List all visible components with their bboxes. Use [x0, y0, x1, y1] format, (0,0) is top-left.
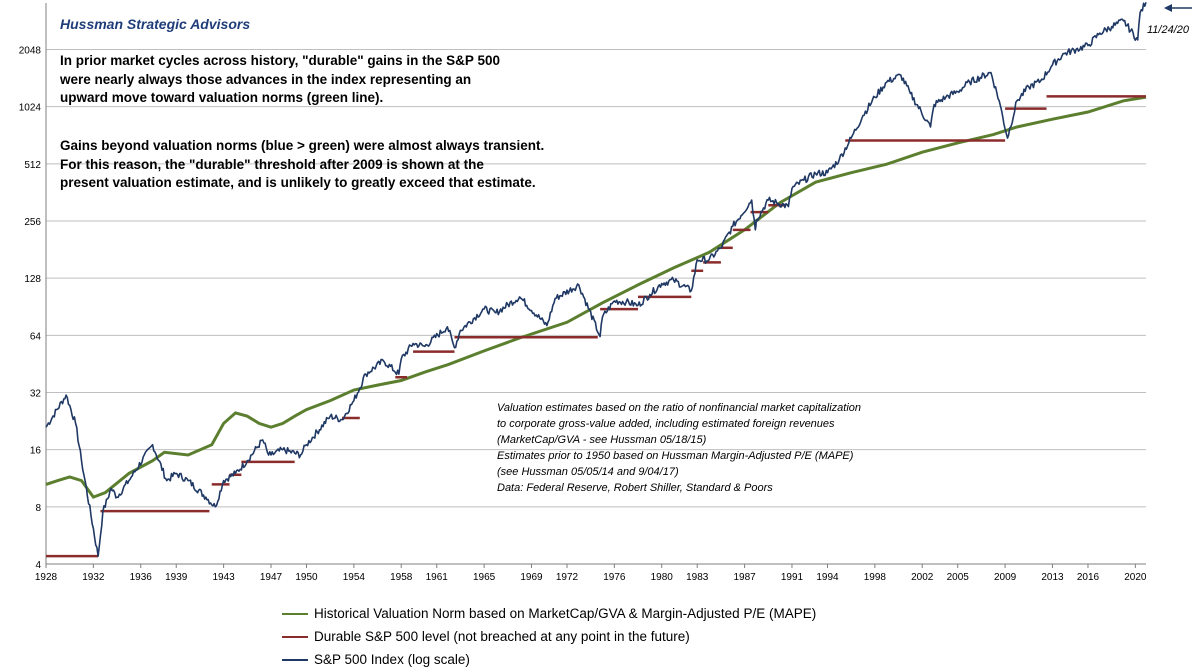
y-tick-label: 32 — [30, 389, 42, 400]
legend-item-durable: Durable S&P 500 level (not breached at a… — [282, 625, 816, 648]
legend-label: S&P 500 Index (log scale) — [314, 652, 470, 667]
callout-line: present valuation estimate, and is unlik… — [60, 175, 536, 190]
x-tick-label: 1987 — [733, 572, 756, 583]
x-tick-label: 2002 — [911, 572, 934, 583]
legend-swatch — [282, 635, 308, 638]
sp500-index-line — [45, 2, 1147, 557]
x-tick-label: 2013 — [1041, 572, 1064, 583]
note-line: Valuation estimates based on the ratio o… — [497, 402, 862, 414]
callout-paragraph-1: In prior market cycles across history, "… — [60, 52, 500, 108]
x-tick-label: 1969 — [520, 572, 543, 583]
legend-swatch — [282, 612, 308, 615]
note-line: Data: Federal Reserve, Robert Shiller, S… — [497, 482, 773, 494]
x-tick-label: 1961 — [426, 572, 449, 583]
x-tick-label: 1932 — [82, 572, 105, 583]
y-tick-label: 128 — [24, 274, 41, 285]
x-tick-label: 1991 — [781, 572, 804, 583]
y-tick-label: 64 — [30, 331, 42, 342]
x-tick-label: 1939 — [165, 572, 188, 583]
x-tick-label: 2005 — [947, 572, 970, 583]
legend: Historical Valuation Norm based on Marke… — [282, 602, 816, 671]
y-tick-label: 256 — [24, 217, 41, 228]
callout-line: In prior market cycles across history, "… — [60, 53, 500, 68]
callout-paragraph-2: Gains beyond valuation norms (blue > gre… — [60, 137, 544, 193]
y-tick-label: 8 — [35, 503, 41, 514]
x-tick-label: 1983 — [686, 572, 709, 583]
callout-line: were nearly always those advances in the… — [60, 71, 472, 87]
x-tick-label: 1980 — [651, 572, 674, 583]
x-axis: 1928 1932 1936 1939 1943 1947 1950 1954 1958 1961… — [35, 564, 1147, 583]
arrow-icon — [1164, 4, 1192, 12]
callout-line: upward move toward valuation norms (gree… — [60, 90, 384, 105]
x-tick-label: 1958 — [390, 572, 413, 583]
legend-swatch — [282, 658, 308, 661]
callout-line: Gains beyond valuation norms (blue > gre… — [60, 138, 545, 153]
x-tick-label: 2009 — [994, 572, 1017, 583]
x-tick-label: 2020 — [1124, 572, 1147, 583]
note-line: Estimates prior to 1950 based on Hussman… — [497, 450, 854, 462]
legend-item-index: S&P 500 Index (log scale) — [282, 648, 816, 671]
x-tick-label: 1998 — [864, 572, 887, 583]
x-tick-label: 1947 — [260, 572, 283, 583]
y-axis: 4 8 16 32 64 128 256 512 1024 2048 — [19, 46, 42, 571]
y-tick-label: 16 — [30, 446, 42, 457]
date-annotation: 11/24/20 — [1147, 24, 1190, 36]
x-tick-label: 1965 — [473, 572, 496, 583]
y-tick-label: 4 — [35, 560, 41, 571]
note-line: to corporate gross-value added, includin… — [497, 418, 835, 430]
series-layer — [45, 2, 1147, 558]
source-notes: Valuation estimates based on the ratio o… — [497, 400, 861, 496]
legend-label: Durable S&P 500 level (not breached at a… — [314, 629, 690, 644]
legend-label: Historical Valuation Norm based on Marke… — [314, 606, 817, 621]
note-line: (MarketCap/GVA - see Hussman 05/18/15) — [497, 434, 707, 446]
x-tick-label: 1936 — [130, 572, 153, 583]
x-tick-label: 1972 — [556, 572, 579, 583]
grid-lines — [45, 3, 1146, 565]
x-tick-label: 1950 — [295, 572, 318, 583]
chart-heading: Hussman Strategic Advisors — [60, 16, 251, 32]
x-tick-label: 1928 — [35, 572, 58, 583]
note-line: (see Hussman 05/05/14 and 9/04/17) — [497, 466, 679, 478]
x-tick-label: 2016 — [1077, 572, 1100, 583]
x-tick-label: 1994 — [816, 572, 839, 583]
y-tick-label: 512 — [24, 160, 41, 171]
legend-item-norm: Historical Valuation Norm based on Marke… — [282, 602, 816, 625]
callout-line: For this reason, the "durable" threshold… — [60, 156, 484, 172]
y-tick-label: 2048 — [19, 46, 42, 57]
arrow-head — [1164, 4, 1172, 12]
x-tick-label: 1943 — [212, 572, 235, 583]
y-tick-label: 1024 — [19, 103, 42, 114]
x-tick-label: 1954 — [343, 572, 366, 583]
x-tick-label: 1976 — [603, 572, 626, 583]
